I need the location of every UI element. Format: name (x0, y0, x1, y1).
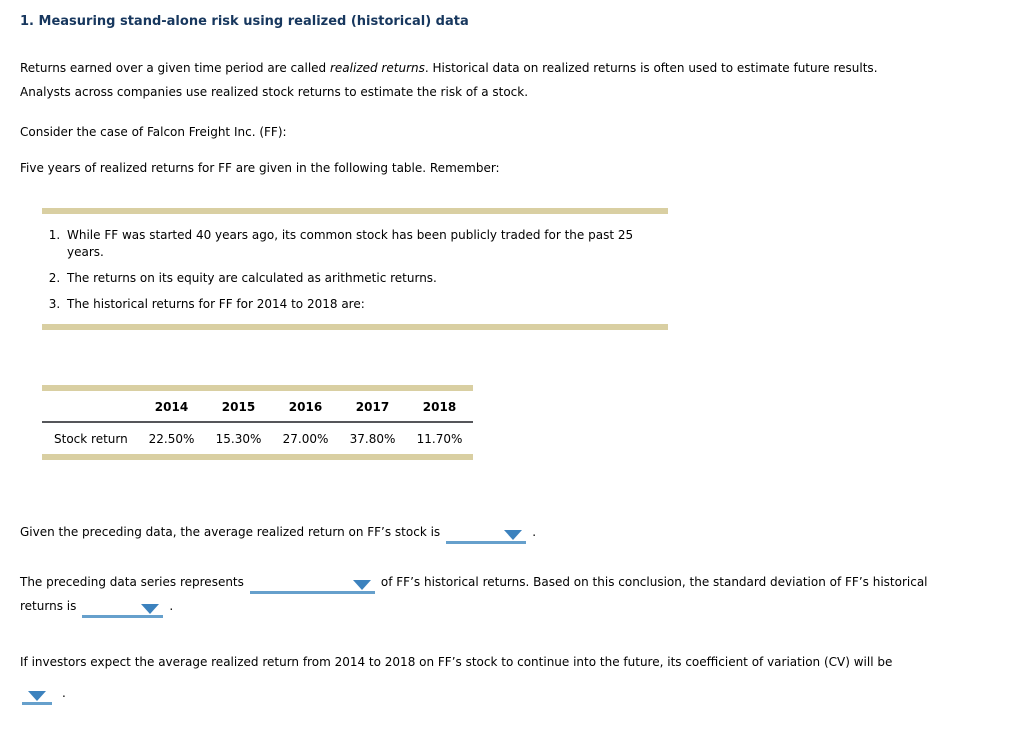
q2-period: . (169, 599, 174, 613)
question-3: If investors expect the average realized… (20, 650, 1004, 705)
cv-dropdown[interactable] (22, 689, 52, 705)
return-cell-2016: 27.00% (282, 432, 329, 446)
intro-line-2: Analysts across companies use realized s… (20, 85, 529, 99)
remember-item-2: The returns on its equity are calculated… (64, 270, 668, 287)
dropdown-arrow-icon (352, 580, 371, 590)
return-cell-2017: 37.80% (349, 432, 396, 446)
q3-period: . (62, 686, 66, 700)
q2-text: returns is (20, 599, 77, 613)
case-statement: Consider the case of Falcon Freight Inc.… (20, 125, 287, 139)
q3-dropdown-line: . (20, 683, 1004, 705)
q3-text-line: If investors expect the average realized… (20, 655, 893, 669)
standard-deviation-dropdown[interactable] (82, 602, 164, 618)
table-intro-text: Five years of realized returns for FF ar… (20, 161, 500, 175)
remember-item-1: While FF was started 40 years ago, its c… (64, 227, 668, 261)
divider-bar-bottom (42, 324, 668, 330)
table-row: Stock return 22.50% 15.30% 27.00% 37.80%… (42, 422, 473, 454)
divider-bar-top (42, 208, 668, 214)
dropdown-arrow-icon (28, 691, 46, 701)
remember-box: While FF was started 40 years ago, its c… (42, 208, 668, 330)
q2-text: The preceding data series represents (20, 575, 244, 589)
return-cell-2018: 11.70% (416, 432, 463, 446)
q2-line-1: The preceding data series represents of F… (20, 570, 1004, 594)
question-title: 1. Measuring stand-alone risk using real… (20, 14, 469, 29)
return-cell-2014: 22.50% (148, 432, 195, 446)
remember-list: While FF was started 40 years ago, its c… (42, 214, 668, 324)
intro-text: . Historical data on realized returns is… (424, 61, 878, 75)
year-header-2014: 2014 (138, 391, 205, 423)
intro-line-1: Returns earned over a given time period … (20, 56, 1004, 80)
table-header-row: 2014 2015 2016 2017 2018 (42, 391, 473, 423)
q1-text: Given the preceding data, the average re… (20, 525, 441, 539)
empty-header-cell (42, 391, 138, 423)
intro-paragraph: Returns earned over a given time period … (20, 56, 1004, 104)
intro-italic-term: realized returns (329, 61, 425, 75)
return-cell-2015: 15.30% (215, 432, 262, 446)
average-return-dropdown[interactable] (446, 528, 527, 544)
table-bar-bottom (42, 454, 473, 460)
year-header-2018: 2018 (406, 391, 473, 423)
q2-text: of FF’s historical returns. Based on thi… (380, 575, 928, 589)
intro-text: Returns earned over a given time period … (20, 61, 330, 75)
year-header-2015: 2015 (205, 391, 272, 423)
question-1: Given the preceding data, the average re… (20, 520, 1004, 544)
year-header-2017: 2017 (339, 391, 406, 423)
returns-table-box: 2014 2015 2016 2017 2018 Stock return 22… (42, 385, 473, 460)
year-header-2016: 2016 (272, 391, 339, 423)
row-label: Stock return (54, 432, 128, 446)
remember-item-3: The historical returns for FF for 2014 t… (64, 296, 668, 313)
dropdown-arrow-icon (141, 604, 160, 614)
q2-line-2: returns is. (20, 594, 1004, 618)
returns-table: 2014 2015 2016 2017 2018 Stock return 22… (42, 391, 473, 454)
series-representation-dropdown[interactable] (249, 578, 375, 594)
dropdown-arrow-icon (504, 530, 523, 540)
table-bar-top (42, 385, 473, 391)
question-2: The preceding data series represents of F… (20, 570, 1004, 618)
q1-period: . (532, 525, 537, 539)
